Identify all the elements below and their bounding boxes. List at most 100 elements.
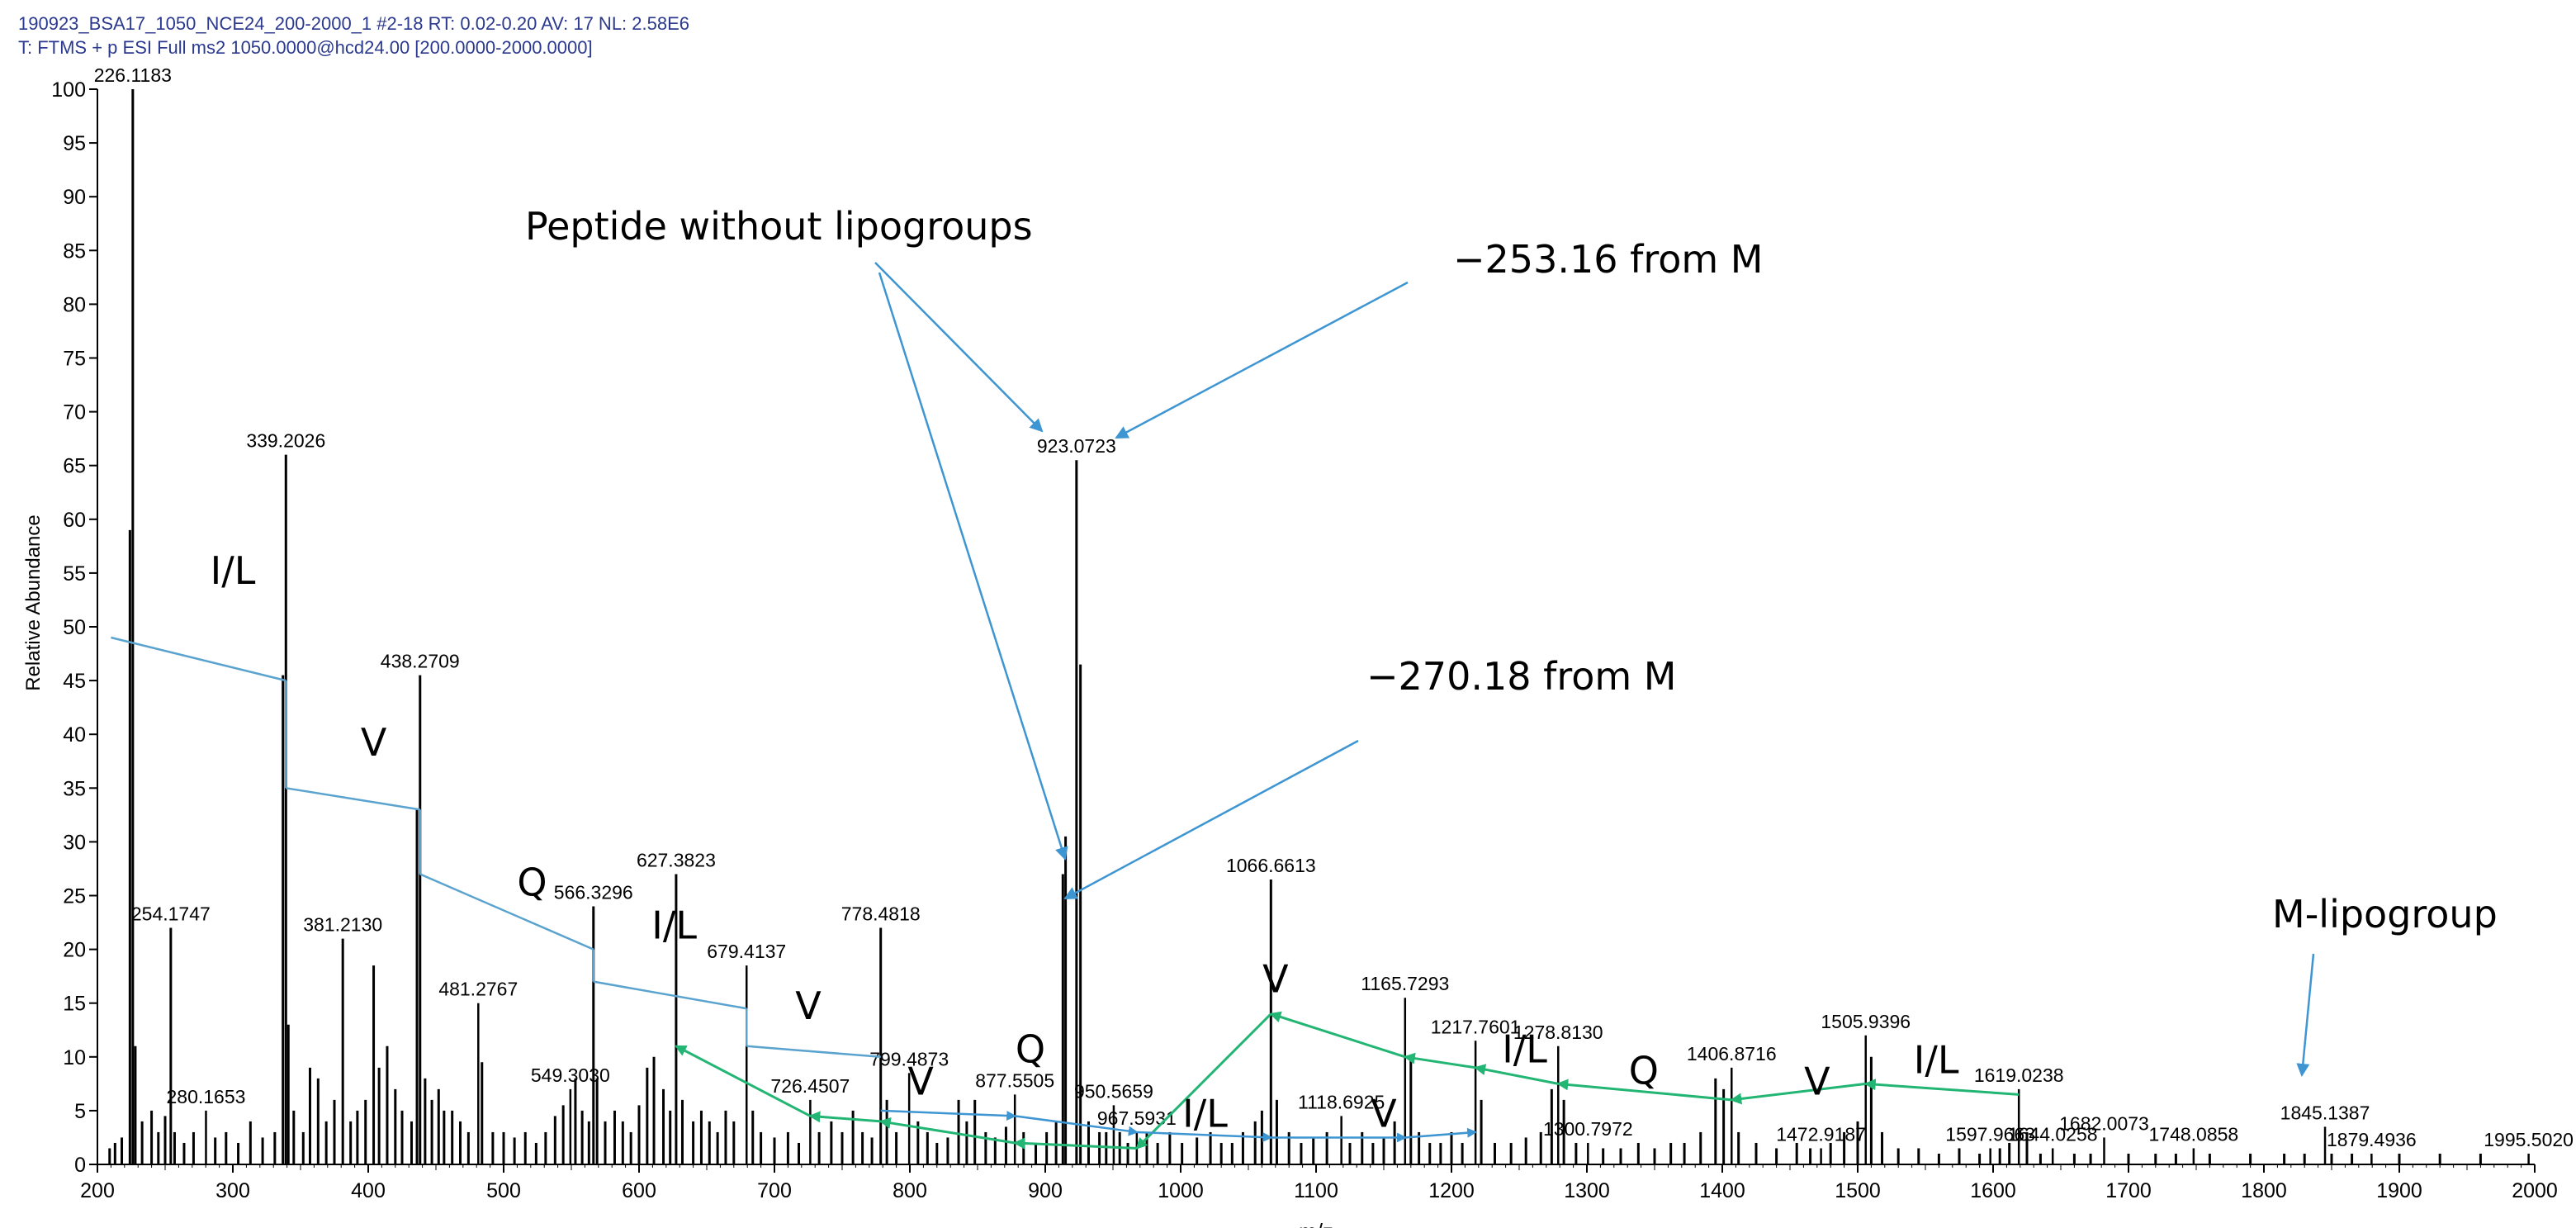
y-axis-title: Relative Abundance: [22, 514, 45, 691]
peak-label: 339.2026: [246, 430, 325, 452]
peak-label: 726.4507: [770, 1075, 850, 1097]
annotation-270-from-m: −270.18 from M: [1366, 654, 1676, 699]
y-ion-arrow: [1135, 1012, 1272, 1150]
annotation-peptide-without-lipogroups: Peptide without lipogroups: [525, 204, 1033, 249]
residue-label: I/L: [1914, 1037, 1959, 1082]
peak-label: 254.1747: [131, 903, 211, 925]
residue-label: V: [1371, 1091, 1397, 1136]
x-tick-label: 200: [80, 1179, 115, 1202]
b-ion-segment: [419, 873, 594, 951]
residue-label: V: [361, 720, 387, 765]
arrow-270-from-m: [1063, 739, 1359, 900]
annotation-arrows: [874, 262, 2315, 1077]
x-tick-label: 300: [215, 1179, 250, 1202]
y-ion-arrow: [1403, 1052, 1476, 1069]
x-tick-label: 400: [351, 1179, 386, 1202]
peak-label: 1406.8716: [1687, 1043, 1777, 1064]
blue-ion-arrow: [1404, 1127, 1478, 1139]
y-tick-label: 20: [63, 939, 86, 962]
x-tick-label: 500: [486, 1179, 521, 1202]
y-tick-label: 45: [63, 670, 86, 693]
b-ion-segment: [111, 636, 286, 682]
y-tick-label: 75: [63, 348, 86, 371]
x-tick-label: 600: [622, 1179, 656, 1202]
arrow-253-from-m: [1115, 281, 1409, 439]
b-ion-segment: [286, 787, 420, 811]
x-tick-label: 1300: [1564, 1179, 1610, 1202]
annotation-253-from-m: −253.16 from M: [1453, 237, 1763, 282]
y-tick-label: 40: [63, 723, 86, 747]
peak-label: 1619.0238: [1974, 1064, 2064, 1086]
y-tick-label: 95: [63, 132, 86, 155]
x-tick-label: 800: [893, 1179, 927, 1202]
y-tick-label: 80: [63, 293, 86, 316]
y-ion-arrow: [1474, 1064, 1559, 1085]
peak-label: 1066.6613: [1226, 855, 1316, 876]
peak-label: 877.5505: [975, 1069, 1054, 1091]
peak-label: 627.3823: [637, 849, 716, 870]
peak-label: 950.5659: [1074, 1080, 1153, 1102]
blue-ion-ladder: [880, 1109, 1478, 1143]
x-tick-label: 1900: [2376, 1179, 2422, 1202]
peak-label: 1217.7601: [1431, 1016, 1521, 1037]
residue-label: I/L: [651, 903, 697, 948]
x-tick-label: 1700: [2105, 1179, 2152, 1202]
y-ion-arrow: [1863, 1079, 2020, 1096]
y-ion-arrow: [878, 1117, 1016, 1145]
residue-label: I/L: [1502, 1026, 1547, 1071]
peak-label: 1597.9663: [1945, 1123, 2035, 1145]
peak-label: 967.5931: [1097, 1107, 1177, 1129]
residue-label: I/L: [211, 548, 256, 593]
y-tick-label: 15: [63, 993, 86, 1016]
y-tick-label: 55: [63, 562, 86, 586]
peak-label: 1682.0073: [2059, 1112, 2149, 1134]
y-ion-ladder: [675, 1011, 2020, 1150]
x-tick-label: 1200: [1428, 1179, 1475, 1202]
axis-ticks: 0 5 10 15 20 25 30 35 40 45 50 55 60 65 70 75 80 85 90 95 10…: [51, 78, 2558, 1202]
residue-label: V: [907, 1059, 934, 1103]
peak-label: 1995.5020: [2484, 1129, 2574, 1150]
y-ion-arrow: [1013, 1137, 1137, 1150]
peak-label: 566.3296: [554, 882, 633, 903]
peak-label: 1748.0858: [2148, 1123, 2238, 1145]
scan-header-line1: 190923_BSA17_1050_NCE24_200-2000_1 #2-18…: [18, 13, 690, 34]
peak-label: 799.4873: [869, 1048, 949, 1069]
residue-label: V: [795, 984, 822, 1028]
y-tick-label: 90: [63, 186, 86, 209]
peak-label: 1879.4936: [2327, 1129, 2417, 1150]
b-ion-segment: [746, 1045, 881, 1059]
blue-ion-arrow: [1015, 1115, 1139, 1136]
arrow-peptide-to-923: [874, 262, 1044, 433]
arrow-m-lipogroup: [2296, 953, 2315, 1077]
y-tick-label: 25: [63, 885, 86, 908]
y-ion-arrow: [1269, 1011, 1406, 1059]
peak-label: 1300.7972: [1543, 1118, 1633, 1140]
scan-header-line2: T: FTMS + p ESI Full ms2 1050.0000@hcd24…: [18, 37, 593, 58]
peak-label: 280.1653: [167, 1086, 246, 1107]
peak-label: 381.2130: [303, 914, 382, 936]
peak-label: 778.4818: [841, 903, 921, 925]
peak-label: 1505.9396: [1821, 1011, 1911, 1032]
peak-label: 1278.8130: [1513, 1022, 1603, 1043]
peak-label: 1472.9187: [1776, 1123, 1866, 1145]
residue-label: V: [1804, 1059, 1830, 1103]
b-ion-ladder: [111, 636, 881, 1059]
peak-label: 481.2767: [438, 979, 518, 1000]
y-ion-arrow: [675, 1045, 812, 1117]
residue-label: Q: [517, 861, 547, 905]
x-tick-label: 1600: [1970, 1179, 2016, 1202]
x-axis-title: m/z: [1299, 1219, 1333, 1228]
y-tick-label: 5: [74, 1100, 86, 1123]
y-ion-arrow: [808, 1111, 881, 1123]
y-tick-label: 50: [63, 616, 86, 639]
residue-label: Q: [1629, 1048, 1659, 1093]
peak-labels: 226.1183 254.1747 280.1653 339.2026 381.2130…: [94, 64, 2574, 1150]
y-tick-label: 100: [51, 78, 86, 102]
y-tick-label: 70: [63, 401, 86, 424]
y-ion-arrow: [1730, 1082, 1866, 1105]
x-tick-label: 1400: [1699, 1179, 1745, 1202]
blue-ion-arrow: [880, 1109, 1017, 1121]
y-ion-arrow: [1556, 1079, 1732, 1102]
y-tick-label: 35: [63, 777, 86, 800]
